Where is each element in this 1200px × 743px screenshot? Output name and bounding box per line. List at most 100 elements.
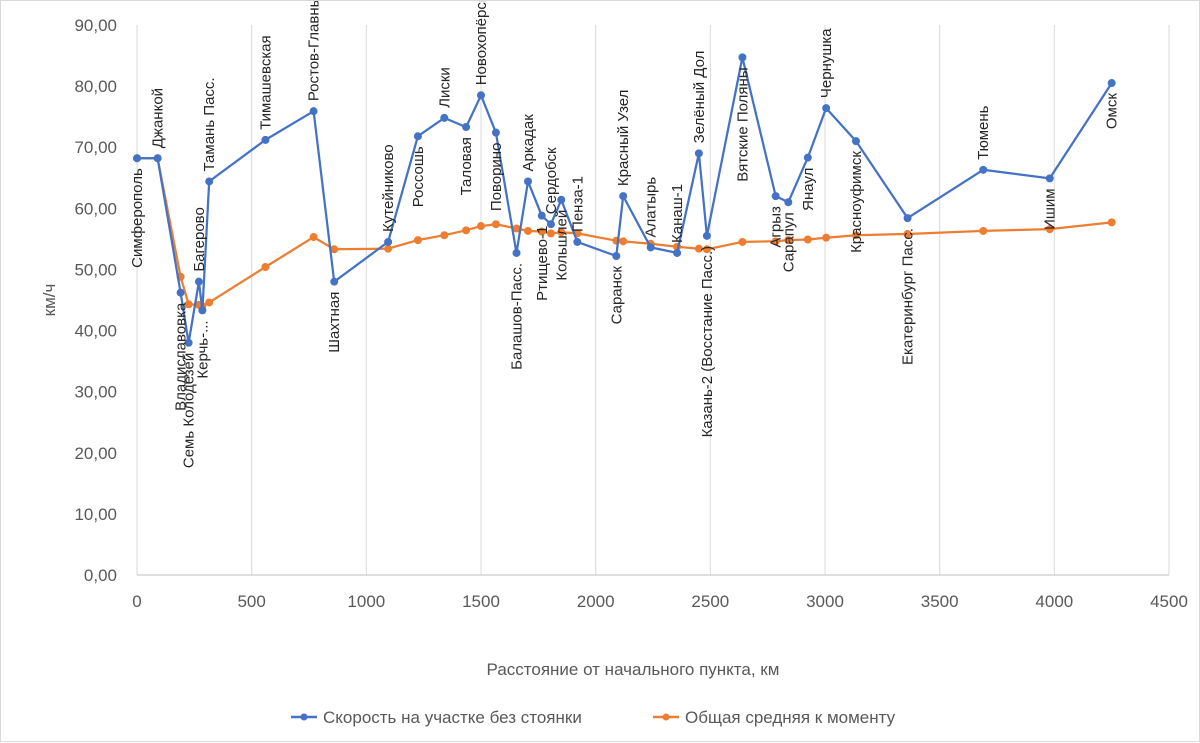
gridlines [251,25,1170,575]
point-speed [512,248,521,257]
x-tick-label: 3500 [921,592,959,611]
y-tick-label: 50,00 [74,260,117,279]
y-tick-label: 80,00 [74,77,117,96]
legend-item-average[interactable]: Общая средняя к моменту [653,708,896,727]
y-tick-label: 10,00 [74,505,117,524]
point-speed [673,248,682,257]
point-average [619,237,628,246]
station-label: Поворино [488,143,505,212]
point-speed [822,104,831,113]
point-speed [771,192,780,201]
point-average [694,244,703,253]
point-average [524,226,533,235]
station-label: Тамань Пасс. [201,77,218,171]
station-label: Кольшлей [553,210,570,281]
station-label: Омск [1104,93,1121,129]
point-speed [903,214,912,223]
point-speed [524,177,533,186]
series-lines [133,53,1116,347]
station-label: Красноуфимск [848,151,865,253]
y-tick-label: 40,00 [74,322,117,341]
point-speed [1045,174,1054,183]
x-tick-label: 2500 [691,592,729,611]
point-average [851,231,860,240]
point-speed [557,195,566,204]
station-label: Янаул [800,168,817,211]
station-label: Новохопёрск [473,1,490,85]
legend-label-average: Общая средняя к моменту [685,708,896,727]
y-tick-label: 90,00 [74,16,117,35]
station-label: Шахтная [326,292,343,353]
point-average [702,245,711,254]
station-label: Кутейниково [380,144,397,232]
x-tick-label: 4500 [1150,592,1188,611]
point-speed [330,277,339,286]
point-speed [803,153,812,162]
x-tick-label: 3000 [806,592,844,611]
point-speed [462,123,471,132]
station-label: Владиславовка [173,302,190,411]
point-speed [573,237,582,246]
point-average [205,298,214,307]
point-average [537,227,546,236]
station-label: Ростов-Главный [306,1,323,101]
point-average [738,237,747,246]
legend-item-speed[interactable]: Скорость на участке без стоянки [291,708,582,727]
point-speed [537,211,546,220]
point-speed [738,53,747,62]
x-tick-label: 1500 [462,592,500,611]
point-speed [133,154,141,163]
station-label: Ртищево-1 [534,226,551,301]
point-speed [153,154,162,163]
station-label: Керчь-... [194,320,211,378]
x-tick-label: 1000 [347,592,385,611]
point-speed [477,91,485,100]
station-label: Алатырь [643,177,660,238]
station-label: Таловая [458,137,475,195]
legend-label-speed: Скорость на участке без стоянки [323,708,582,727]
station-label: Симферополь [129,168,146,268]
station-label: Зелёный Дол [691,51,708,144]
point-speed [491,128,500,137]
station-label: Канаш-1 [669,184,686,243]
y-tick-label: 60,00 [74,199,117,218]
point-average [413,236,422,245]
station-label: Пенза-1 [569,176,586,232]
point-speed [176,288,185,297]
point-speed [784,198,793,207]
point-speed [309,107,318,116]
point-average [330,245,339,254]
point-speed [612,252,621,260]
station-label: Багерово [191,207,208,271]
x-tick-label: 0 [132,592,141,611]
point-average [309,233,318,242]
point-speed [1107,79,1116,88]
point-speed [646,243,655,252]
station-label: Джанкой [150,88,167,148]
point-average [440,231,449,240]
station-label: Тюмень [975,105,992,160]
point-average [477,222,485,231]
point-average [462,226,471,235]
y-axis-title: км/ч [40,284,59,317]
point-speed [619,192,628,201]
y-tick-label: 20,00 [74,444,117,463]
point-average [784,236,793,245]
series-line-speed [137,56,1113,344]
point-average [903,230,912,238]
y-tick-labels: 0,00 10,00 20,00 30,00 40,00 50,00 60,00 70,00 8… [74,16,117,585]
point-average [384,244,393,253]
point-average [803,235,812,244]
point-speed [702,231,711,240]
point-average [979,226,988,235]
station-label: Сердобск [543,147,560,214]
station-label: Лиски [436,67,453,108]
point-average [822,233,831,242]
x-axis-title: Расстояние от начального пункта, км [487,660,780,679]
point-average [771,237,780,246]
station-label: Чернушка [818,28,835,98]
x-tick-label: 2000 [577,592,615,611]
point-speed [851,137,860,146]
